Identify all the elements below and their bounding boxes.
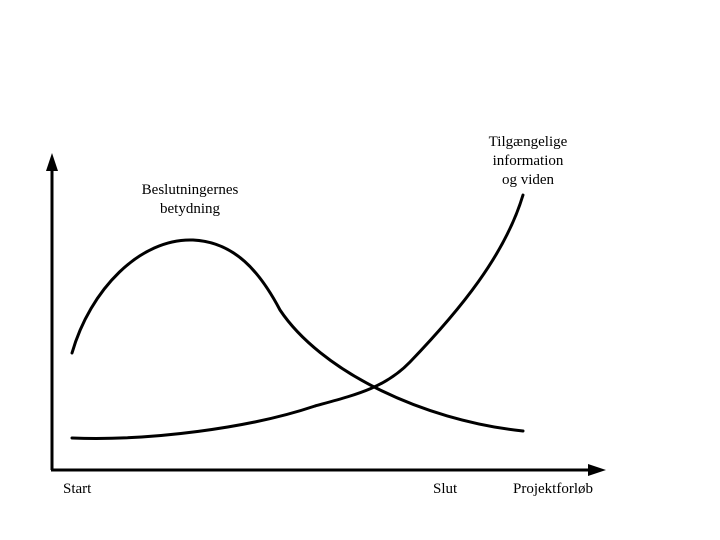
axes bbox=[46, 153, 606, 476]
decision-importance-label-line: Beslutningernes bbox=[141, 182, 239, 198]
information-knowledge-label-line: og viden bbox=[501, 172, 555, 188]
information-knowledge-label-line: information bbox=[492, 153, 564, 169]
x-axis-end-label: Slut bbox=[433, 481, 458, 497]
decision-importance-label: Beslutningernes betydning bbox=[124, 181, 256, 219]
decision-importance-label-line: betydning bbox=[160, 201, 220, 217]
x-axis-arrowhead bbox=[588, 464, 606, 476]
x-axis-title: Projektforløb bbox=[513, 481, 593, 497]
information-knowledge-label-line: Tilgængelige bbox=[488, 134, 568, 150]
information-knowledge-curve bbox=[70, 193, 525, 440]
decision-importance-curve bbox=[70, 238, 525, 433]
information-knowledge-label: Tilgængelige information og viden bbox=[466, 133, 590, 190]
x-axis-start-label: Start bbox=[63, 481, 92, 497]
y-axis-arrowhead bbox=[46, 153, 58, 171]
